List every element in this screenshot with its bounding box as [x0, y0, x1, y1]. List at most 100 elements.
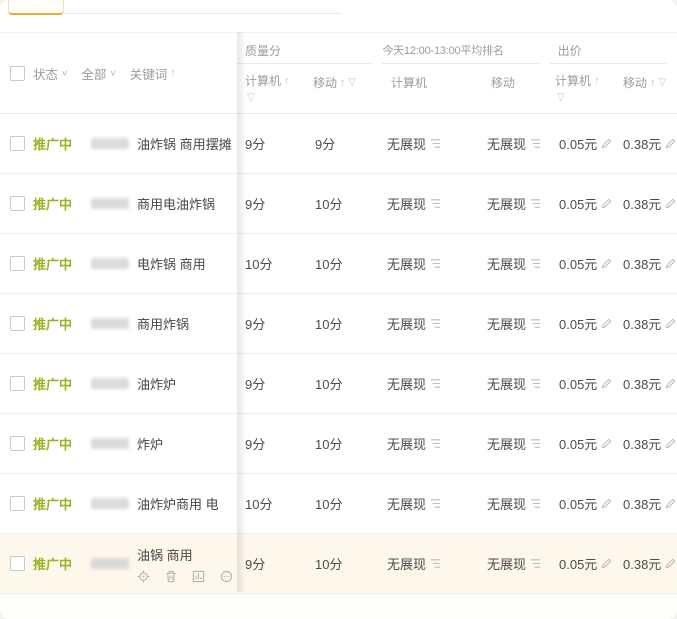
status-badge: 推广中 — [33, 197, 73, 212]
rank-detail-list-icon[interactable] — [530, 438, 541, 449]
edit-pencil-icon[interactable] — [665, 138, 676, 149]
edit-pencil-icon[interactable] — [601, 198, 612, 209]
bid-mobile-sort[interactable]: 移动 ↑ ▽ — [623, 72, 677, 103]
table-row[interactable]: 推广中 炸炉 — [0, 414, 677, 474]
row-checkbox[interactable] — [10, 496, 25, 511]
filter-icon[interactable]: ▽ — [247, 92, 255, 103]
target-icon[interactable] — [137, 569, 150, 583]
keyword-cell: 油炸炉商用 电 — [137, 494, 219, 513]
edit-pencil-icon[interactable] — [601, 378, 612, 389]
rank-detail-list-icon[interactable] — [430, 498, 441, 509]
table-row[interactable]: 推广中 商用炸锅 — [0, 294, 677, 354]
table-footer-area — [0, 594, 677, 619]
edit-pencil-icon[interactable] — [665, 258, 676, 269]
chevron-down-icon: ∨ — [109, 68, 117, 78]
quality-pc-cell: 10分 — [237, 494, 303, 513]
sub-header-row: 计算机 ↑ ▽ 移动 ↑ ▽ 计算机 移动 — [237, 66, 677, 103]
table-row[interactable]: 推广中 商用电油炸锅 — [0, 174, 677, 234]
rank-detail-list-icon[interactable] — [530, 138, 541, 149]
more-icon[interactable] — [220, 570, 233, 583]
edit-pencil-icon[interactable] — [601, 138, 612, 149]
row-right-cells: 9分 10分 无展现 无展现 0.05元 — [237, 414, 677, 473]
edit-pencil-icon[interactable] — [665, 378, 676, 389]
edit-pencil-icon[interactable] — [665, 498, 676, 509]
bid-mobile-cell: 0.38元 — [623, 134, 677, 153]
quality-mobile-value: 10分 — [315, 257, 343, 272]
quality-pc-value: 9分 — [245, 377, 266, 392]
bid-mobile-cell: 0.38元 — [623, 254, 677, 273]
keyword-text: 电炸锅 商用 — [137, 257, 206, 272]
rank-detail-list-icon[interactable] — [430, 318, 441, 329]
row-checkbox[interactable] — [10, 436, 25, 451]
row-right-cells: 10分 10分 无展现 无展现 0.05元 — [237, 234, 677, 293]
filter-icon[interactable]: ▽ — [348, 77, 357, 88]
row-checkbox[interactable] — [10, 376, 25, 391]
scope-filter[interactable]: 全部 ∨ — [81, 64, 116, 83]
row-checkbox[interactable] — [10, 196, 25, 211]
row-left-cells: 推广中 商用电油炸锅 — [0, 174, 237, 233]
sort-up-icon: ↑ — [594, 74, 600, 87]
keyword-cell: 电炸锅 商用 — [137, 254, 206, 273]
rank-detail-list-icon[interactable] — [430, 558, 441, 569]
sort-up-icon: ↑ — [284, 74, 290, 87]
edit-pencil-icon[interactable] — [601, 438, 612, 449]
row-checkbox[interactable] — [10, 256, 25, 271]
status-filter[interactable]: 状态 ∨ — [33, 64, 68, 83]
rank-detail-list-icon[interactable] — [530, 498, 541, 509]
rank-detail-list-icon[interactable] — [430, 378, 441, 389]
bid-pc-sort[interactable]: 计算机 ↑ ▽ — [547, 72, 623, 103]
bid-group-header: 出价 — [549, 42, 667, 64]
row-left-cells: 推广中 油锅 商用 — [0, 534, 237, 593]
edit-pencil-icon[interactable] — [601, 558, 612, 569]
bid-pc-value: 0.05元 — [559, 257, 598, 272]
bid-pc-value: 0.05元 — [559, 197, 598, 212]
quality-pc-value: 10分 — [245, 257, 273, 272]
keyword-sort[interactable]: 关键词 ↑ — [130, 64, 176, 83]
filter-icon[interactable]: ▽ — [557, 92, 565, 103]
rank-pc-cell: 无展现 — [383, 194, 463, 213]
rank-detail-list-icon[interactable] — [430, 198, 441, 209]
select-all-checkbox[interactable] — [10, 65, 25, 81]
rank-detail-list-icon[interactable] — [530, 258, 541, 269]
rank-detail-list-icon[interactable] — [530, 378, 541, 389]
edit-pencil-icon[interactable] — [601, 258, 612, 269]
rank-detail-list-icon[interactable] — [530, 318, 541, 329]
rank-detail-list-icon[interactable] — [430, 438, 441, 449]
table-row[interactable]: 推广中 油炸炉 — [0, 354, 677, 414]
edit-pencil-icon[interactable] — [665, 438, 676, 449]
table-row[interactable]: 推广中 油炸锅 商用摆摊 — [0, 114, 677, 174]
table-row[interactable]: 推广中 油锅 商用 — [0, 534, 677, 594]
rank-detail-list-icon[interactable] — [430, 258, 441, 269]
row-checkbox[interactable] — [10, 316, 25, 331]
active-tab-indicator[interactable] — [8, 0, 64, 15]
trash-icon[interactable] — [165, 570, 177, 583]
quality-pc-sort[interactable]: 计算机 ↑ ▽ — [237, 72, 303, 103]
bid-mobile-value: 0.38元 — [623, 197, 662, 212]
group-header-row: 质量分 今天12:00-13:00平均排名 出价 — [237, 42, 677, 66]
quality-mobile-value: 10分 — [315, 317, 343, 332]
chart-icon[interactable] — [192, 570, 205, 583]
edit-pencil-icon[interactable] — [665, 558, 676, 569]
bid-mobile-cell: 0.38元 — [623, 314, 677, 333]
rank-detail-list-icon[interactable] — [530, 558, 541, 569]
bid-mobile-value: 0.38元 — [623, 437, 662, 452]
rank-detail-list-icon[interactable] — [430, 138, 441, 149]
table-row[interactable]: 推广中 油炸炉商用 电 — [0, 474, 677, 534]
right-header: 质量分 今天12:00-13:00平均排名 出价 计算机 ↑ ▽ 移动 ↑ ▽ — [237, 33, 677, 113]
row-checkbox[interactable] — [10, 136, 25, 151]
row-left-cells: 推广中 炸炉 — [0, 414, 237, 473]
rank-detail-list-icon[interactable] — [530, 198, 541, 209]
edit-pencil-icon[interactable] — [665, 318, 676, 329]
edit-pencil-icon[interactable] — [601, 318, 612, 329]
quality-mobile-value: 9分 — [315, 137, 336, 152]
filter-icon[interactable]: ▽ — [658, 77, 667, 88]
tab-bar — [0, 0, 677, 33]
table-row[interactable]: 推广中 电炸锅 商用 — [0, 234, 677, 294]
rank-pc-value: 无展现 — [387, 497, 427, 512]
quality-mobile-cell: 10分 — [303, 554, 383, 573]
edit-pencil-icon[interactable] — [601, 498, 612, 509]
quality-mobile-sort[interactable]: 移动 ↑ ▽ — [303, 72, 383, 103]
row-checkbox[interactable] — [10, 556, 25, 571]
keyword-cell: 炸炉 — [137, 434, 163, 453]
edit-pencil-icon[interactable] — [665, 198, 676, 209]
